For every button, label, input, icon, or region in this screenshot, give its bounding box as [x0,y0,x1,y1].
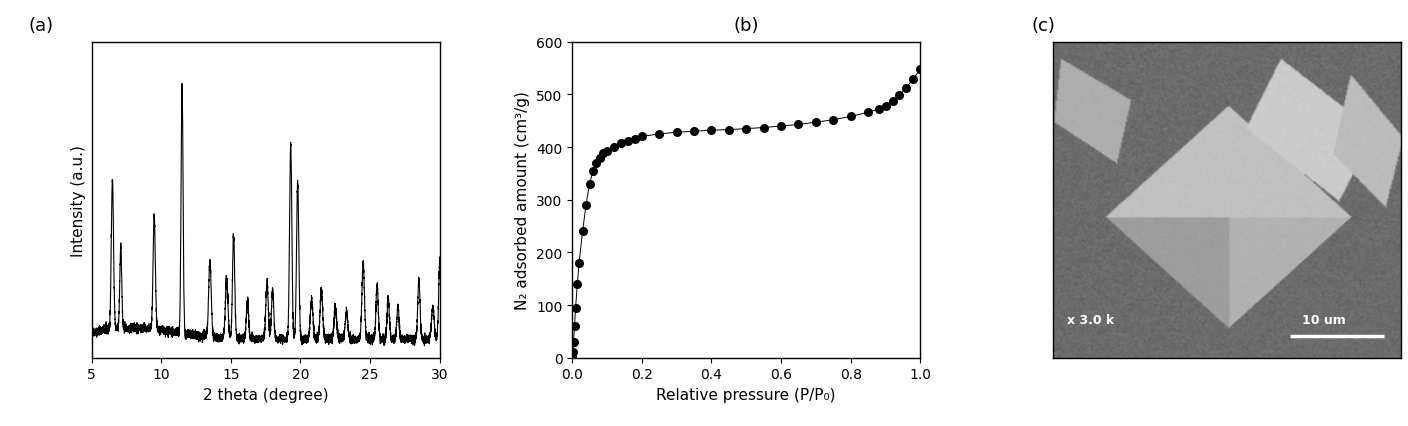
X-axis label: Relative pressure (P/P₀): Relative pressure (P/P₀) [656,387,836,402]
Text: (b): (b) [734,17,759,35]
Y-axis label: N₂ adsorbed amount (cm³/g): N₂ adsorbed amount (cm³/g) [515,91,531,309]
Text: 10 um: 10 um [1302,314,1346,326]
Y-axis label: Intensity (a.u.): Intensity (a.u.) [70,144,86,256]
Text: (c): (c) [1032,17,1056,35]
X-axis label: 2 theta (degree): 2 theta (degree) [203,387,328,402]
Text: x 3.0 k: x 3.0 k [1067,314,1114,326]
Text: (a): (a) [28,17,54,35]
